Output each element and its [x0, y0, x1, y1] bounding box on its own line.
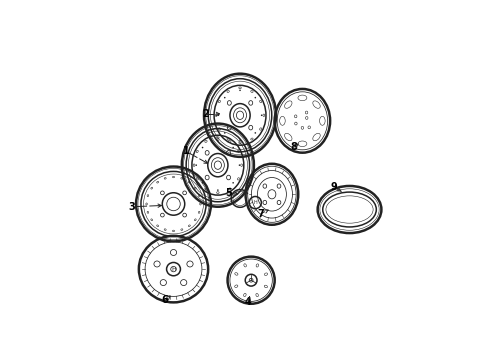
- Text: H: H: [171, 267, 176, 271]
- Text: H: H: [253, 200, 257, 205]
- Circle shape: [261, 114, 263, 116]
- Circle shape: [217, 189, 219, 191]
- Circle shape: [218, 114, 219, 116]
- Text: 9: 9: [331, 183, 338, 192]
- Text: 8: 8: [291, 142, 297, 152]
- Text: 7: 7: [257, 209, 264, 219]
- Circle shape: [224, 97, 225, 98]
- Text: 3: 3: [128, 202, 135, 212]
- Text: 6: 6: [162, 296, 169, 305]
- Circle shape: [232, 182, 234, 184]
- Text: 5: 5: [225, 188, 232, 198]
- Circle shape: [202, 182, 203, 184]
- Circle shape: [196, 165, 197, 166]
- Circle shape: [232, 147, 234, 148]
- Text: 2: 2: [202, 109, 209, 119]
- Circle shape: [254, 132, 256, 134]
- Text: 4: 4: [245, 297, 252, 307]
- Circle shape: [224, 132, 225, 134]
- Circle shape: [239, 90, 241, 91]
- Circle shape: [239, 165, 240, 166]
- Circle shape: [254, 97, 256, 98]
- Circle shape: [217, 139, 219, 141]
- Circle shape: [239, 139, 241, 141]
- Text: 1: 1: [183, 146, 189, 156]
- Circle shape: [202, 147, 203, 148]
